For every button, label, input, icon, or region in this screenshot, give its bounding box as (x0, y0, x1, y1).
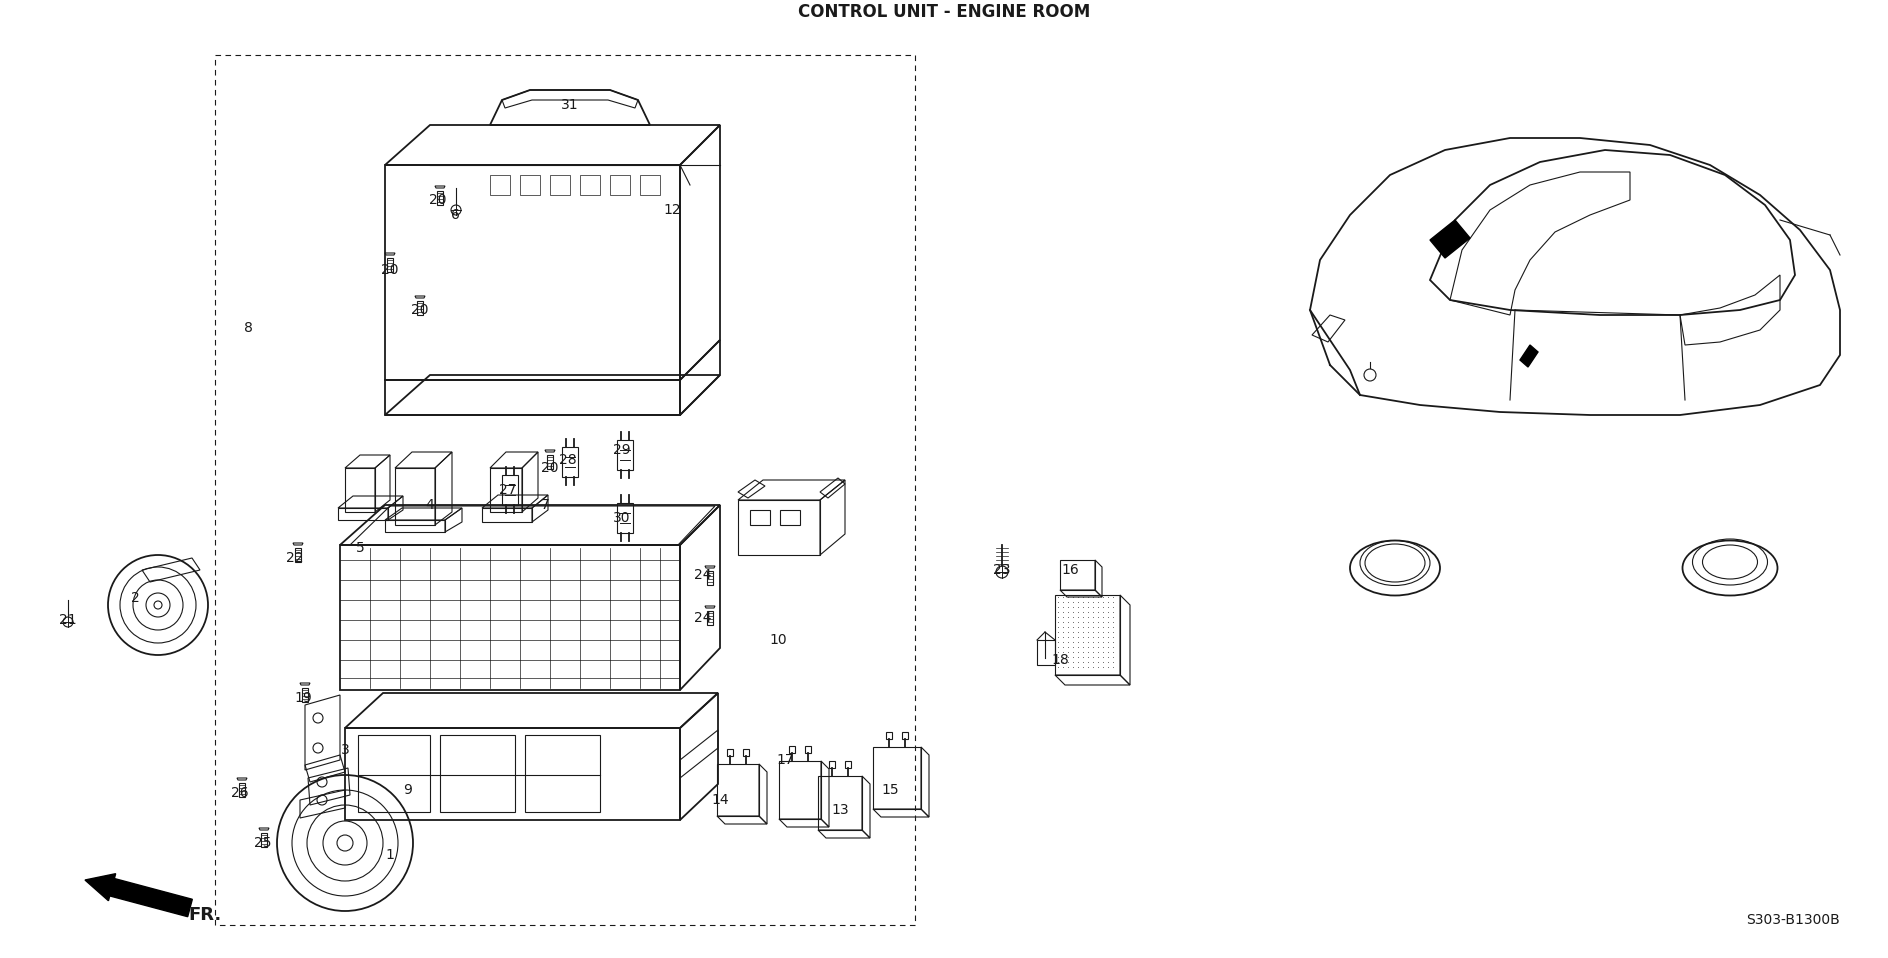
Text: 22: 22 (287, 551, 304, 565)
Text: 20: 20 (542, 461, 559, 475)
Text: FR.: FR. (189, 906, 221, 924)
Text: 3: 3 (340, 743, 349, 757)
Text: 4: 4 (425, 498, 434, 512)
Text: 5: 5 (355, 541, 364, 555)
Text: 15: 15 (882, 783, 899, 797)
Text: 20: 20 (412, 303, 429, 317)
Text: 25: 25 (255, 836, 272, 850)
Text: 31: 31 (561, 98, 580, 112)
Text: 1: 1 (385, 848, 395, 862)
Text: 14: 14 (712, 793, 729, 807)
Text: 6: 6 (451, 208, 459, 222)
Text: 20: 20 (381, 263, 398, 277)
Text: 2: 2 (130, 591, 140, 605)
Text: 8: 8 (244, 321, 253, 335)
Text: 28: 28 (559, 453, 578, 467)
Text: 29: 29 (614, 443, 631, 457)
Text: 12: 12 (663, 203, 682, 217)
Text: 24: 24 (695, 611, 712, 625)
Text: 19: 19 (295, 691, 312, 705)
Text: 20: 20 (429, 193, 447, 207)
Text: 9: 9 (404, 783, 412, 797)
Text: CONTROL UNIT - ENGINE ROOM: CONTROL UNIT - ENGINE ROOM (799, 3, 1089, 21)
Text: 21: 21 (59, 613, 77, 627)
Text: 26: 26 (230, 786, 249, 800)
Text: 24: 24 (695, 568, 712, 582)
Polygon shape (1520, 345, 1539, 367)
Text: 13: 13 (831, 803, 850, 817)
Text: 27: 27 (498, 483, 517, 497)
Text: 10: 10 (768, 633, 787, 647)
FancyArrow shape (85, 874, 193, 917)
Text: 18: 18 (1052, 653, 1069, 667)
Text: 7: 7 (540, 498, 549, 512)
Text: S303-B1300B: S303-B1300B (1746, 913, 1841, 927)
Text: 17: 17 (776, 753, 793, 767)
Text: 16: 16 (1061, 563, 1078, 577)
Text: 23: 23 (993, 563, 1010, 577)
Text: 30: 30 (614, 511, 631, 525)
Polygon shape (1429, 220, 1471, 258)
